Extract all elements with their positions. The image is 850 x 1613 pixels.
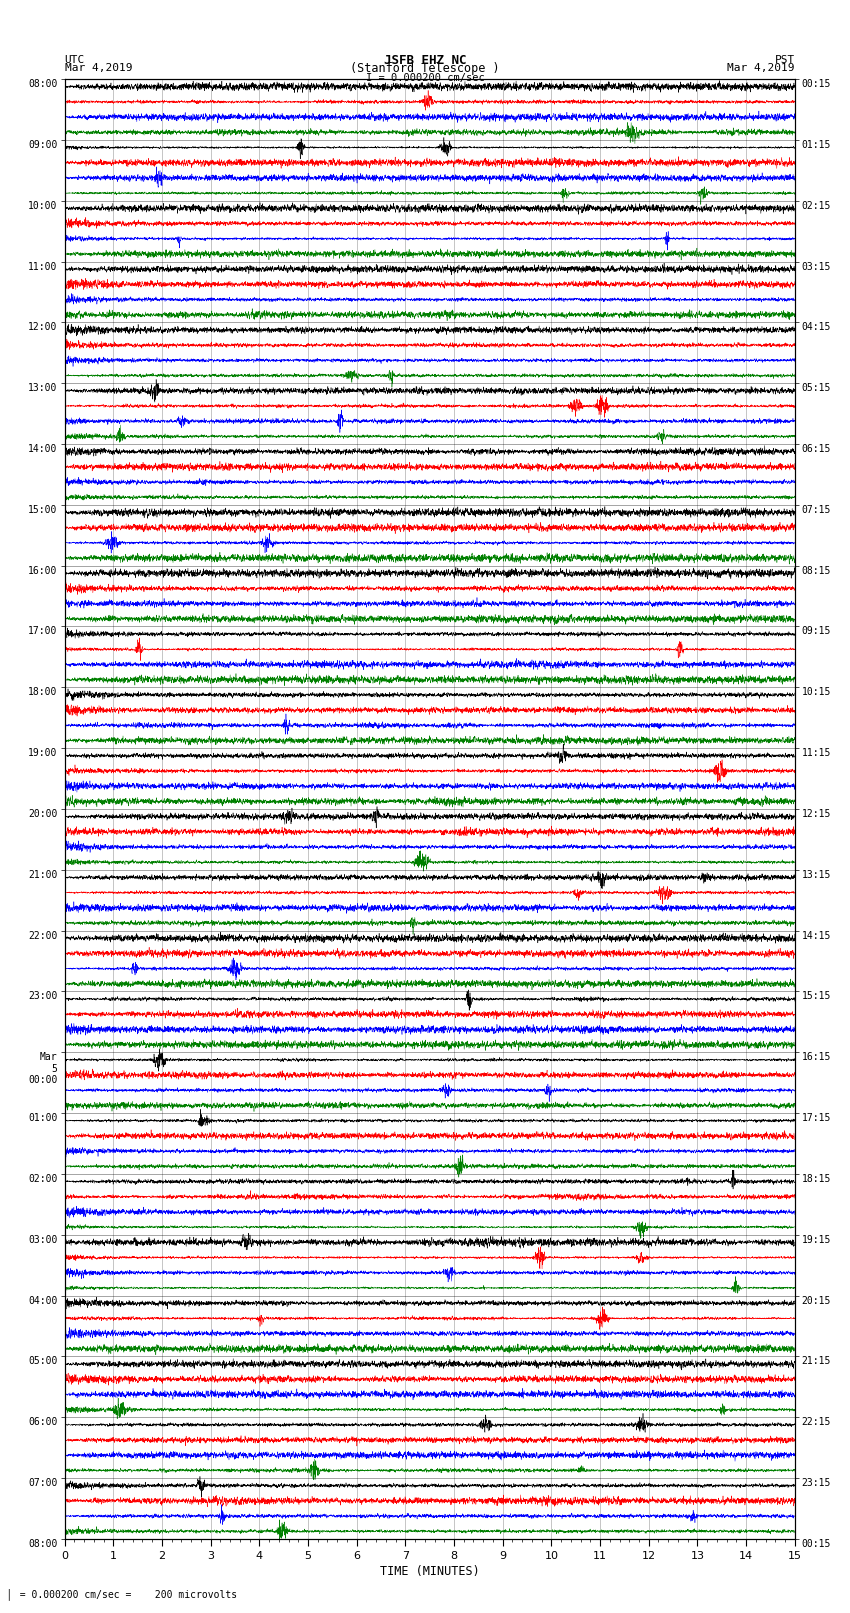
Text: Mar 4,2019: Mar 4,2019 bbox=[65, 63, 132, 73]
Text: PST: PST bbox=[774, 55, 795, 65]
Text: (Stanford Telescope ): (Stanford Telescope ) bbox=[350, 61, 500, 76]
Text: ▏ = 0.000200 cm/sec =    200 microvolts: ▏ = 0.000200 cm/sec = 200 microvolts bbox=[8, 1589, 238, 1600]
Text: UTC: UTC bbox=[65, 55, 85, 65]
Text: JSFB EHZ NC: JSFB EHZ NC bbox=[383, 53, 467, 66]
Text: I = 0.000200 cm/sec: I = 0.000200 cm/sec bbox=[366, 73, 484, 82]
X-axis label: TIME (MINUTES): TIME (MINUTES) bbox=[380, 1565, 479, 1578]
Text: Mar 4,2019: Mar 4,2019 bbox=[728, 63, 795, 73]
